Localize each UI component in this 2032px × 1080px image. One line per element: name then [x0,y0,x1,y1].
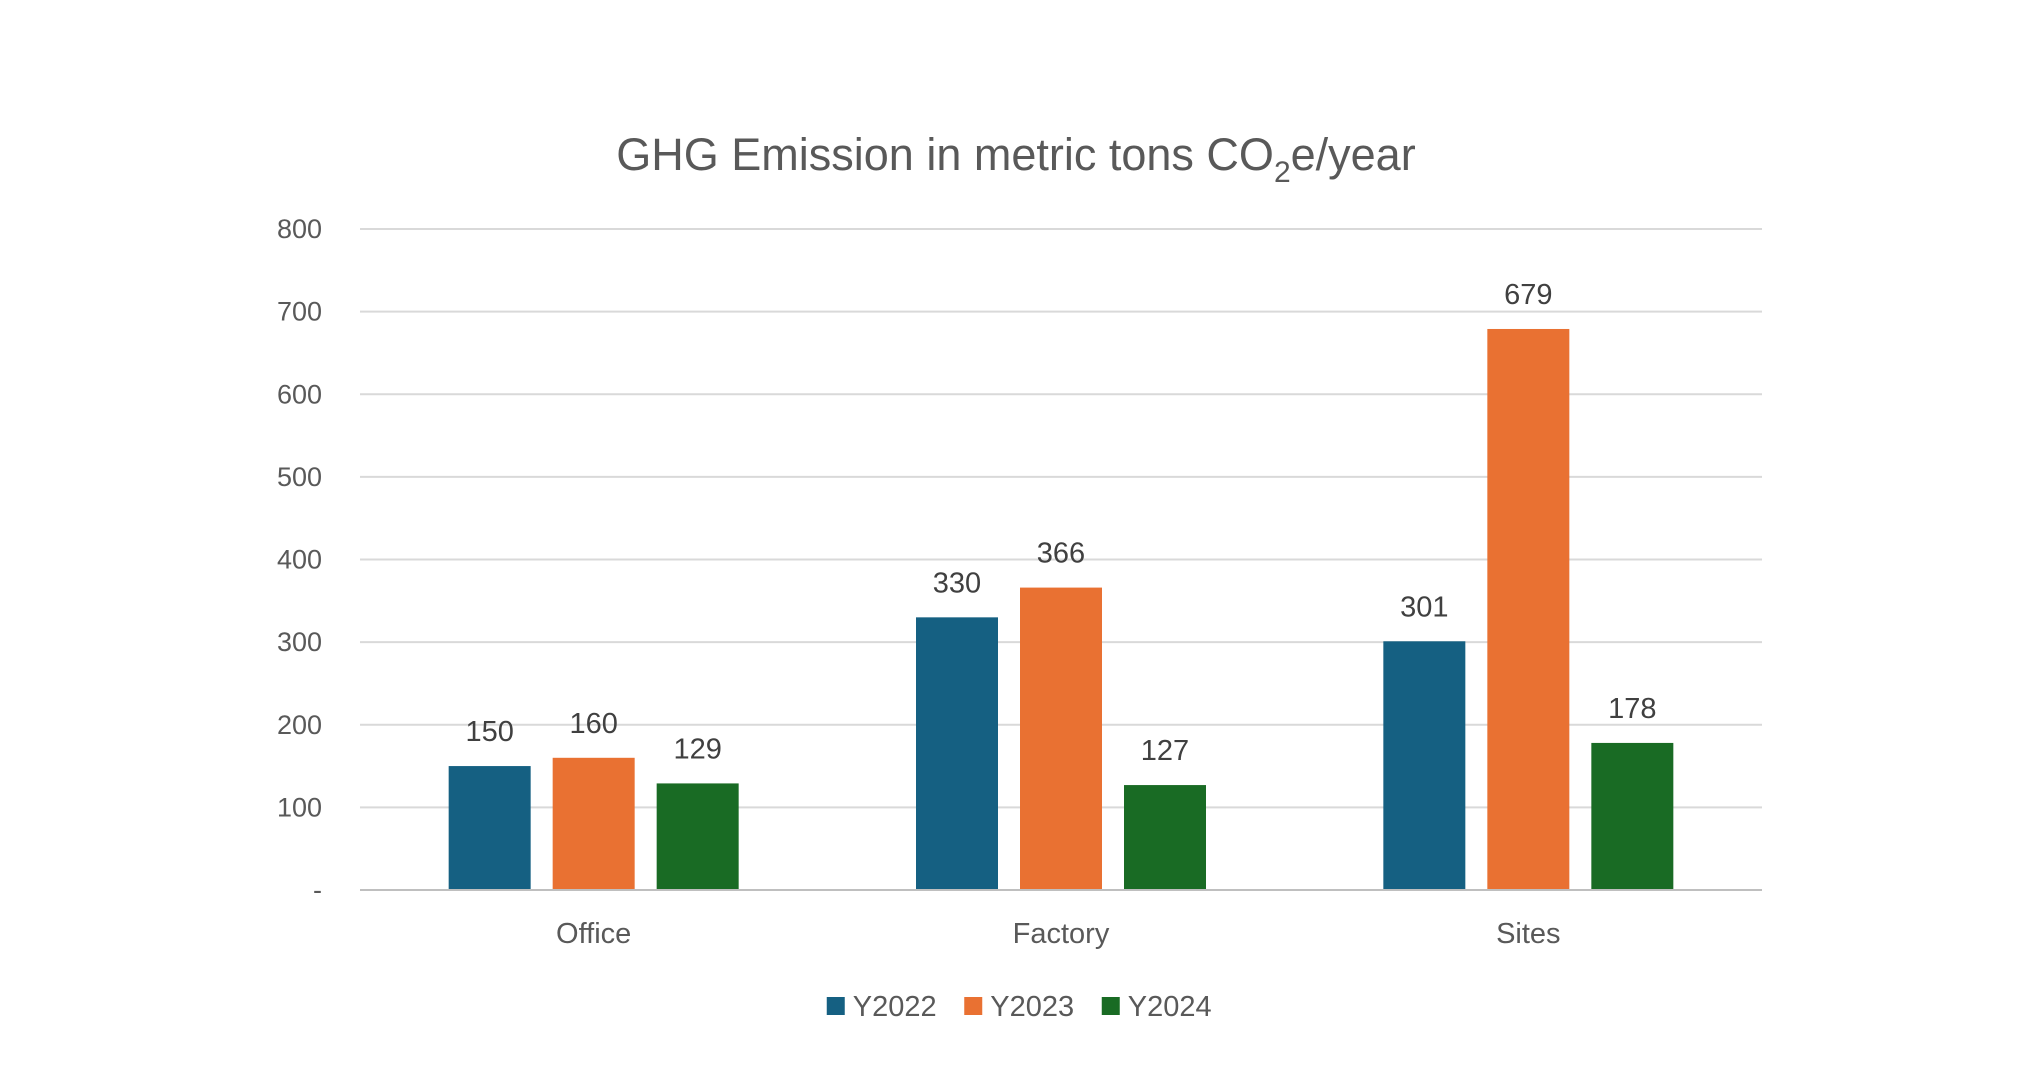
bar-y2024-office [656,783,739,890]
chart-title: GHG Emission in metric tons CO2e/year [616,129,1415,189]
legend-label: Y2024 [1128,991,1212,1023]
x-tick-label: Sites [1496,918,1560,950]
data-label: 160 [569,708,617,740]
chart-title-suffix: e/year [1291,129,1416,180]
bar-y2022-sites [1383,641,1466,890]
bar-y2024-factory [1124,785,1206,890]
chart-title-main: GHG Emission in metric tons CO [616,129,1274,180]
data-label: 178 [1608,693,1656,725]
bars [448,328,1674,890]
y-tick-label: 400 [277,545,322,575]
data-labels: 150 160 129 330 366 127 301 679 178 [465,279,1656,767]
bar-y2023-office [552,757,635,890]
data-label: 129 [673,733,721,765]
x-axis: Office Factory Sites [360,889,1762,950]
x-tick-label: Office [556,918,631,950]
data-label: 127 [1141,735,1189,767]
y-axis-ticks: - 100 200 300 400 500 600 700 800 [277,214,322,905]
legend-swatch-y2024 [1101,997,1120,1015]
data-label: 150 [465,716,513,748]
y-tick-label: 500 [277,462,322,492]
legend-swatch-y2022 [826,997,845,1015]
data-label: 366 [1037,538,1085,570]
y-tick-label: - [313,875,322,905]
legend: Y2022 Y2023 Y2024 [826,991,1212,1023]
data-label: 330 [933,567,981,599]
bar-y2022-factory [916,617,998,890]
legend-label: Y2023 [990,991,1074,1023]
legend-swatch-y2023 [964,997,983,1015]
x-tick-label: Factory [1013,918,1110,950]
y-tick-label: 800 [277,214,322,244]
bar-y2023-factory [1020,587,1102,890]
y-tick-label: 300 [277,627,322,657]
bar-y2022-office [448,766,531,890]
legend-label: Y2022 [853,991,937,1023]
y-tick-label: 600 [277,379,322,409]
chart-title-subscript: 2 [1274,156,1291,189]
y-tick-label: 700 [277,297,322,327]
bar-y2024-sites [1591,742,1674,890]
data-label: 679 [1504,279,1552,311]
data-label: 301 [1400,591,1448,623]
y-tick-label: 100 [277,792,322,822]
y-tick-label: 200 [277,710,322,740]
bar-y2023-sites [1487,328,1570,890]
